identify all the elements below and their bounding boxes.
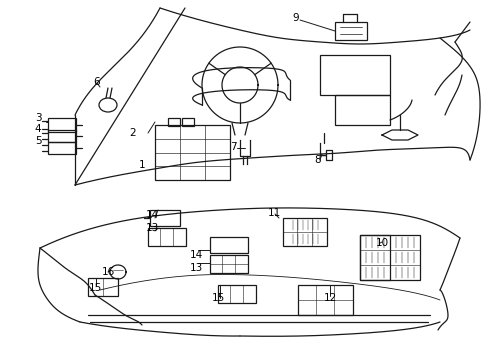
Text: 13: 13: [146, 223, 159, 233]
Bar: [48, 130, 76, 142]
Text: 10: 10: [375, 238, 389, 248]
Bar: [320, 55, 390, 95]
Bar: [210, 255, 248, 273]
Bar: [210, 237, 248, 253]
Bar: [335, 95, 390, 125]
Text: 6: 6: [94, 77, 100, 87]
Text: 14: 14: [189, 250, 203, 260]
Text: 7: 7: [230, 142, 236, 152]
Text: 13: 13: [189, 263, 203, 273]
Bar: [360, 235, 390, 280]
Bar: [150, 210, 180, 226]
Bar: [48, 142, 76, 154]
Bar: [298, 285, 353, 315]
Bar: [182, 118, 194, 126]
Text: 9: 9: [293, 13, 299, 23]
Bar: [168, 118, 180, 126]
Bar: [155, 125, 230, 180]
Text: 11: 11: [268, 208, 281, 218]
Bar: [360, 235, 420, 280]
Text: 5: 5: [35, 136, 41, 146]
Text: 1: 1: [139, 160, 146, 170]
Text: 4: 4: [35, 124, 41, 134]
Text: 14: 14: [146, 210, 159, 220]
Text: 16: 16: [101, 267, 115, 277]
Text: 12: 12: [323, 293, 337, 303]
Bar: [218, 285, 256, 303]
Bar: [148, 228, 186, 246]
Text: 15: 15: [88, 283, 101, 293]
Bar: [283, 218, 327, 246]
Text: 8: 8: [315, 155, 321, 165]
Text: 2: 2: [130, 128, 136, 138]
Text: 3: 3: [35, 113, 41, 123]
Text: 15: 15: [211, 293, 224, 303]
Bar: [335, 22, 367, 40]
Bar: [88, 278, 118, 296]
Bar: [48, 118, 76, 132]
